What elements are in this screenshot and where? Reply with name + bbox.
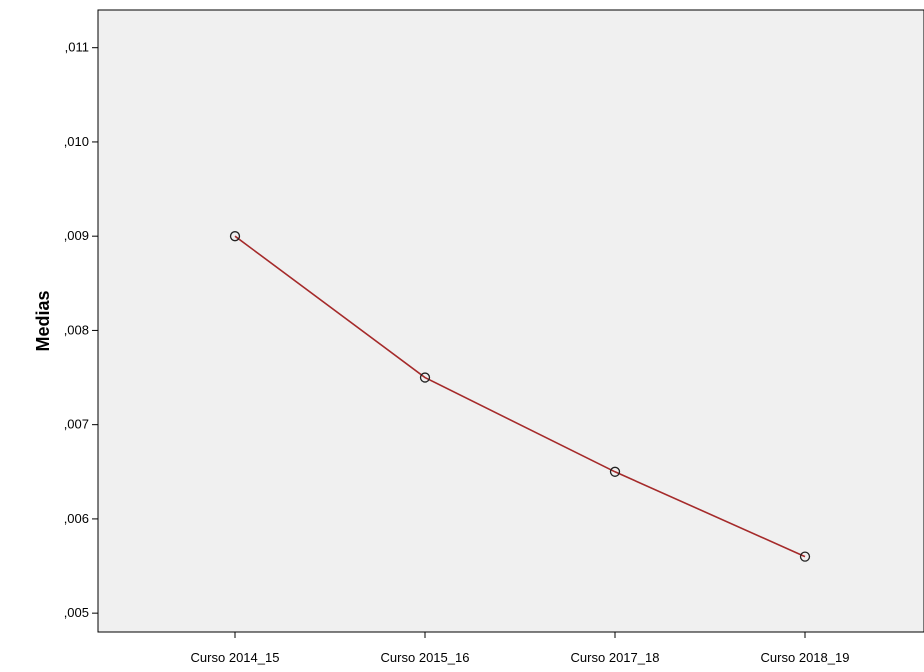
y-tick-label: ,011 <box>65 40 89 55</box>
y-tick-label: ,007 <box>64 417 89 432</box>
y-tick-label: ,008 <box>64 322 89 337</box>
data-point-marker <box>229 231 241 242</box>
y-tick-label: ,006 <box>64 511 89 526</box>
x-tick-label: Curso 2018_19 <box>761 650 850 665</box>
series-line <box>234 235 806 558</box>
y-tick-label: ,005 <box>64 605 89 620</box>
x-tick-label: Curso 2015_16 <box>381 650 470 665</box>
data-point-marker <box>419 372 431 383</box>
x-tick-label: Curso 2014_15 <box>191 650 280 665</box>
y-tick-label: ,009 <box>64 228 89 243</box>
data-point-marker <box>609 466 621 477</box>
series-layer <box>229 231 811 562</box>
x-tick-label: Curso 2017_18 <box>571 650 660 665</box>
data-point-marker <box>799 551 811 562</box>
plot-area <box>97 9 924 633</box>
y-tick-label: ,010 <box>64 134 89 149</box>
y-axis-title: Medias <box>33 290 53 351</box>
axes: ,005 ,006 ,007 ,008 ,009 ,010 ,011 Curso 2014_1… <box>64 40 850 665</box>
